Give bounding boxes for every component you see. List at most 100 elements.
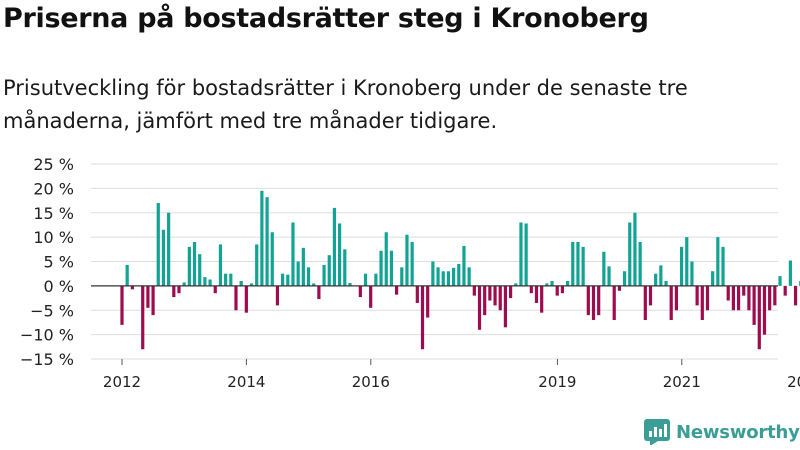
bar — [395, 285, 399, 295]
bar — [674, 285, 678, 311]
bar — [700, 285, 704, 321]
bar — [255, 244, 259, 286]
bar — [685, 237, 689, 286]
bar — [172, 285, 176, 298]
bar — [400, 267, 404, 286]
bar — [203, 277, 207, 286]
y-tick-label: 10 % — [33, 228, 74, 247]
bar — [690, 261, 694, 286]
bar — [177, 285, 181, 294]
bar — [426, 285, 430, 318]
bar — [519, 222, 523, 286]
bar — [524, 223, 528, 286]
bar — [213, 285, 217, 294]
bar — [363, 273, 368, 286]
bar — [457, 263, 461, 286]
bar — [617, 285, 621, 291]
bar — [384, 232, 388, 286]
bar — [446, 271, 451, 286]
bar — [721, 246, 725, 286]
bar — [239, 281, 243, 286]
bar — [358, 285, 362, 298]
bar — [436, 267, 440, 286]
bar — [716, 237, 720, 286]
bar — [301, 247, 305, 286]
bar — [654, 273, 658, 286]
chart-subtitle: Prisutveckling för bostadsrätter i Krono… — [3, 76, 688, 133]
bar — [477, 285, 482, 330]
bar — [793, 285, 798, 306]
bar — [669, 285, 673, 321]
bar — [762, 285, 767, 335]
bar — [571, 242, 575, 286]
bar — [731, 285, 735, 311]
bar — [726, 285, 730, 301]
bar — [555, 285, 559, 296]
bar — [638, 242, 642, 286]
bar — [265, 197, 269, 286]
bar — [120, 285, 124, 325]
bar — [306, 267, 311, 286]
bar — [275, 285, 280, 306]
bar — [286, 274, 290, 286]
bar — [788, 260, 792, 286]
bar — [498, 285, 502, 311]
newsworthy-logo-icon — [644, 419, 670, 445]
bar — [296, 261, 300, 286]
brand-logo: Newsworthy — [644, 419, 800, 445]
bar — [607, 266, 611, 286]
bar — [348, 282, 352, 286]
bar — [467, 267, 471, 286]
bar — [389, 250, 394, 286]
x-tick-label: 2021 — [663, 373, 701, 391]
bar — [622, 271, 627, 286]
bar — [146, 285, 150, 308]
bar — [783, 285, 787, 296]
bar — [187, 246, 191, 286]
bar — [270, 232, 274, 286]
bar — [244, 285, 248, 313]
bar — [379, 250, 383, 286]
brand-name: Newsworthy — [676, 421, 800, 443]
bar — [773, 285, 777, 306]
bar — [452, 267, 456, 286]
bar — [643, 285, 647, 321]
bar — [757, 285, 761, 350]
bar — [322, 264, 326, 286]
bar — [415, 285, 419, 303]
bar — [565, 281, 570, 286]
bar — [705, 285, 710, 311]
x-tick-label: 2014 — [227, 373, 265, 391]
bar — [503, 285, 508, 328]
bar — [125, 264, 129, 286]
bar — [529, 285, 533, 294]
bar — [410, 242, 414, 286]
bar — [156, 203, 160, 286]
bar — [560, 285, 565, 294]
y-tick-label: 0 % — [44, 277, 74, 296]
bar — [612, 285, 616, 321]
bar — [161, 229, 166, 286]
bar — [591, 285, 596, 321]
bar — [405, 234, 409, 286]
bar — [586, 285, 590, 316]
bar — [778, 276, 782, 286]
bar — [736, 285, 741, 311]
bar — [151, 285, 155, 316]
bar — [472, 285, 476, 296]
bar — [742, 285, 746, 296]
bar — [327, 255, 331, 286]
y-tick-label: −15 % — [20, 350, 74, 369]
bar — [633, 212, 637, 286]
bar — [711, 271, 715, 286]
bar — [141, 285, 145, 350]
y-tick-label: −5 % — [30, 301, 74, 320]
y-tick-label: 25 % — [33, 155, 74, 174]
bar — [208, 279, 212, 286]
bar — [130, 285, 134, 290]
bar — [508, 285, 513, 299]
bar — [679, 246, 684, 286]
bar — [420, 285, 425, 350]
bar — [224, 273, 228, 286]
bar — [747, 285, 751, 311]
